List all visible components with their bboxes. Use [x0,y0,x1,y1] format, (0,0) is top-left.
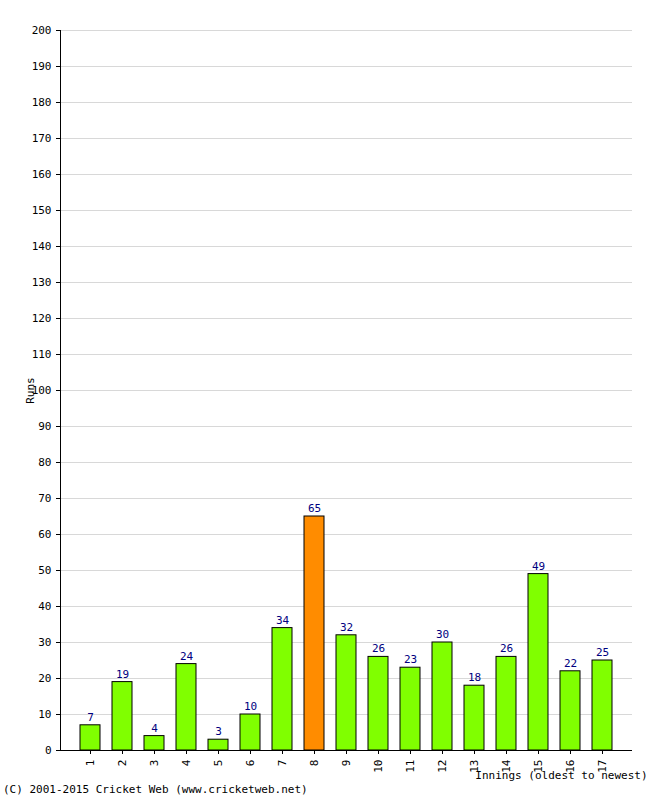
svg-text:150: 150 [32,204,52,217]
svg-text:30: 30 [38,636,51,649]
svg-text:0: 0 [45,744,52,757]
svg-text:16: 16 [564,759,577,773]
svg-text:40: 40 [38,600,51,613]
svg-text:190: 190 [32,60,52,73]
svg-text:3: 3 [215,725,222,738]
svg-text:180: 180 [32,96,52,109]
svg-text:80: 80 [38,456,51,469]
svg-text:10: 10 [372,760,385,773]
svg-text:49: 49 [532,560,545,573]
svg-text:120: 120 [32,312,52,325]
svg-text:22: 22 [564,657,577,670]
svg-text:13: 13 [468,759,481,773]
svg-text:3: 3 [148,760,161,767]
svg-text:200: 200 [32,24,52,37]
svg-text:9: 9 [340,760,353,767]
svg-text:24: 24 [180,650,194,663]
svg-text:12: 12 [436,760,449,773]
svg-text:65: 65 [308,502,321,515]
svg-text:Runs: Runs [24,377,37,404]
svg-text:90: 90 [38,420,51,433]
svg-text:170: 170 [32,132,52,145]
svg-text:5: 5 [212,760,225,767]
svg-text:20: 20 [38,672,51,685]
svg-text:7: 7 [87,711,94,724]
svg-text:100: 100 [31,384,52,397]
svg-text:34: 34 [276,614,290,627]
svg-text:2: 2 [116,760,129,767]
svg-text:26: 26 [500,642,513,655]
svg-text:18: 18 [468,671,481,684]
svg-text:140: 140 [32,240,52,253]
svg-text:130: 130 [32,276,52,289]
svg-text:17: 17 [596,759,609,773]
svg-text:110: 110 [32,348,52,361]
svg-text:60: 60 [38,528,51,541]
svg-text:4: 4 [180,759,193,766]
svg-text:26: 26 [372,642,385,655]
svg-text:160: 160 [32,168,52,181]
svg-text:23: 23 [404,653,417,666]
svg-text:10: 10 [244,700,257,713]
svg-text:25: 25 [596,646,609,659]
svg-text:70: 70 [38,492,51,505]
svg-text:10: 10 [38,708,51,721]
html-text:(C) 2001-2015 Cricket Web (www: (C) 2001-2015 Cricket Web (www.cricketwe… [3,783,308,796]
svg-text:7: 7 [276,760,289,767]
svg-text:14: 14 [500,759,513,773]
svg-text:8: 8 [308,760,321,767]
svg-text:30: 30 [436,628,449,641]
svg-text:6: 6 [244,760,257,767]
svg-text:1: 1 [84,760,97,767]
svg-text:19: 19 [116,668,129,681]
svg-text:50: 50 [38,564,51,577]
svg-text:4: 4 [151,722,158,735]
svg-text:Innings (oldest to newest): Innings (oldest to newest) [475,769,647,782]
svg-text:11: 11 [404,760,417,773]
svg-text:32: 32 [340,621,353,634]
svg-text:15: 15 [532,759,545,773]
